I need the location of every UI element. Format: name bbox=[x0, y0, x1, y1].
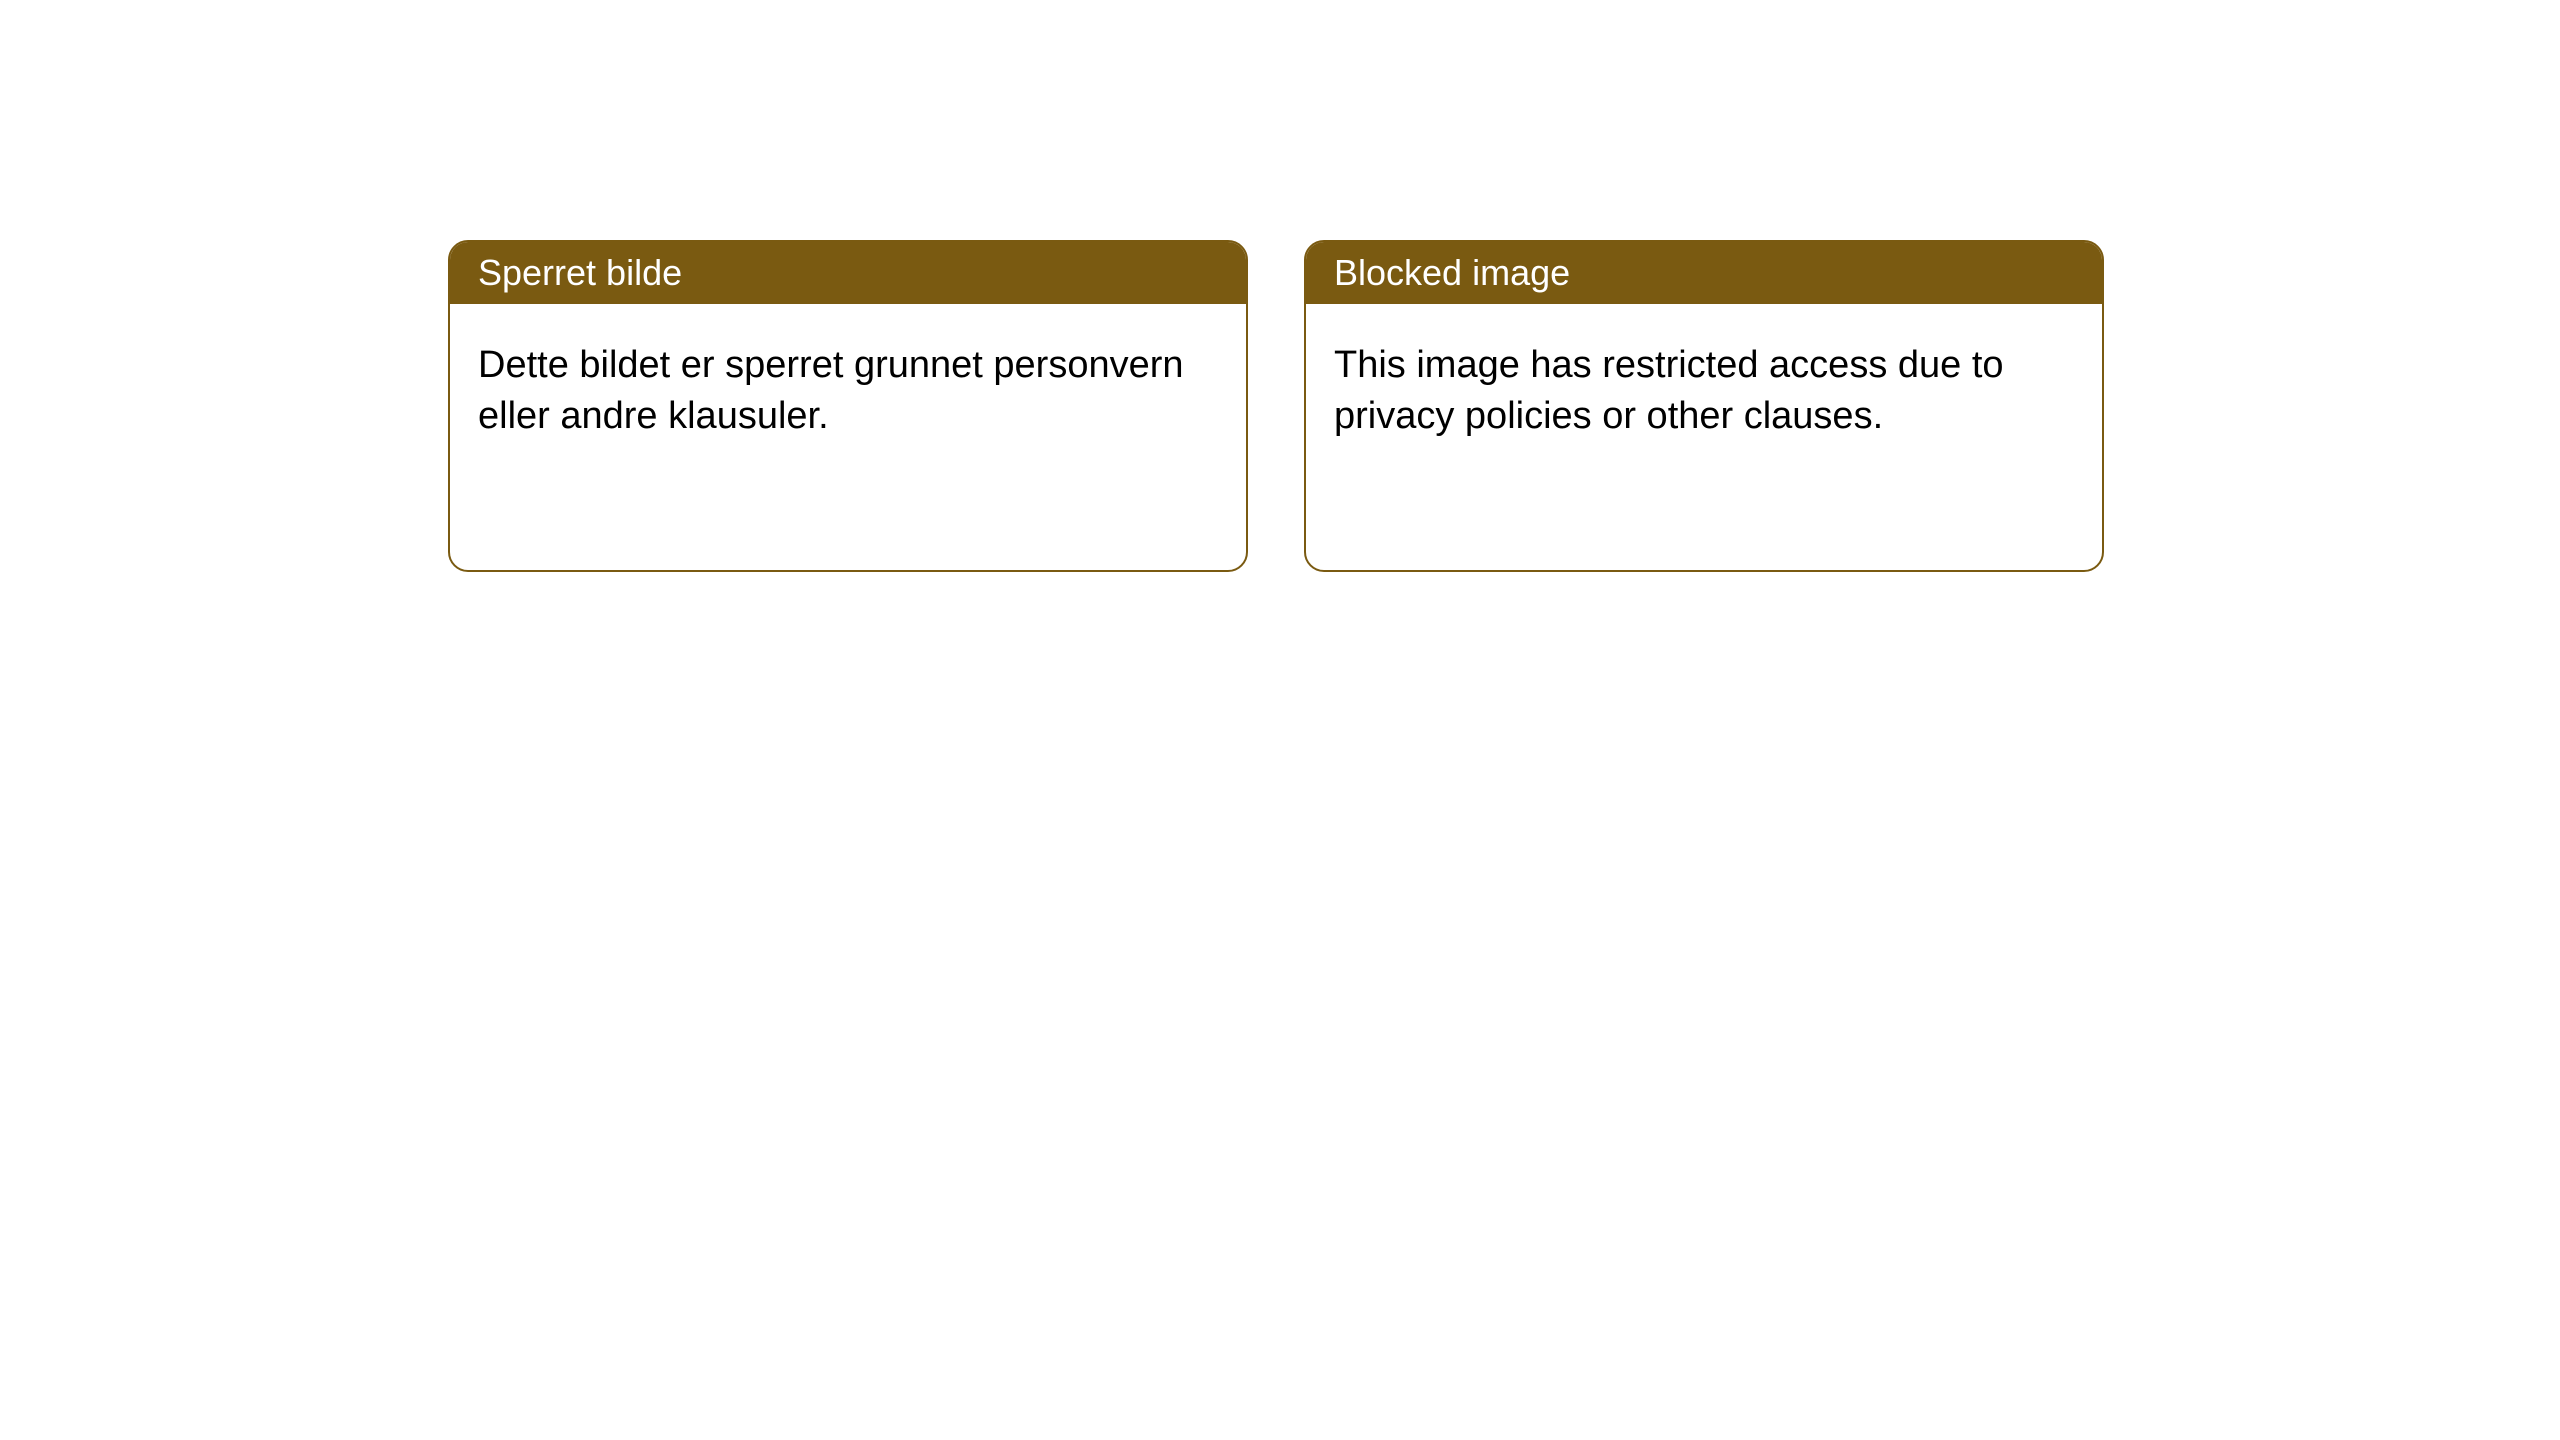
notice-card-english: Blocked image This image has restricted … bbox=[1304, 240, 2104, 572]
notice-header-english: Blocked image bbox=[1306, 242, 2102, 304]
notice-header-norwegian: Sperret bilde bbox=[450, 242, 1246, 304]
notice-body-norwegian: Dette bildet er sperret grunnet personve… bbox=[450, 304, 1246, 479]
notice-card-norwegian: Sperret bilde Dette bildet er sperret gr… bbox=[448, 240, 1248, 572]
notice-body-english: This image has restricted access due to … bbox=[1306, 304, 2102, 479]
notice-container: Sperret bilde Dette bildet er sperret gr… bbox=[0, 0, 2560, 572]
